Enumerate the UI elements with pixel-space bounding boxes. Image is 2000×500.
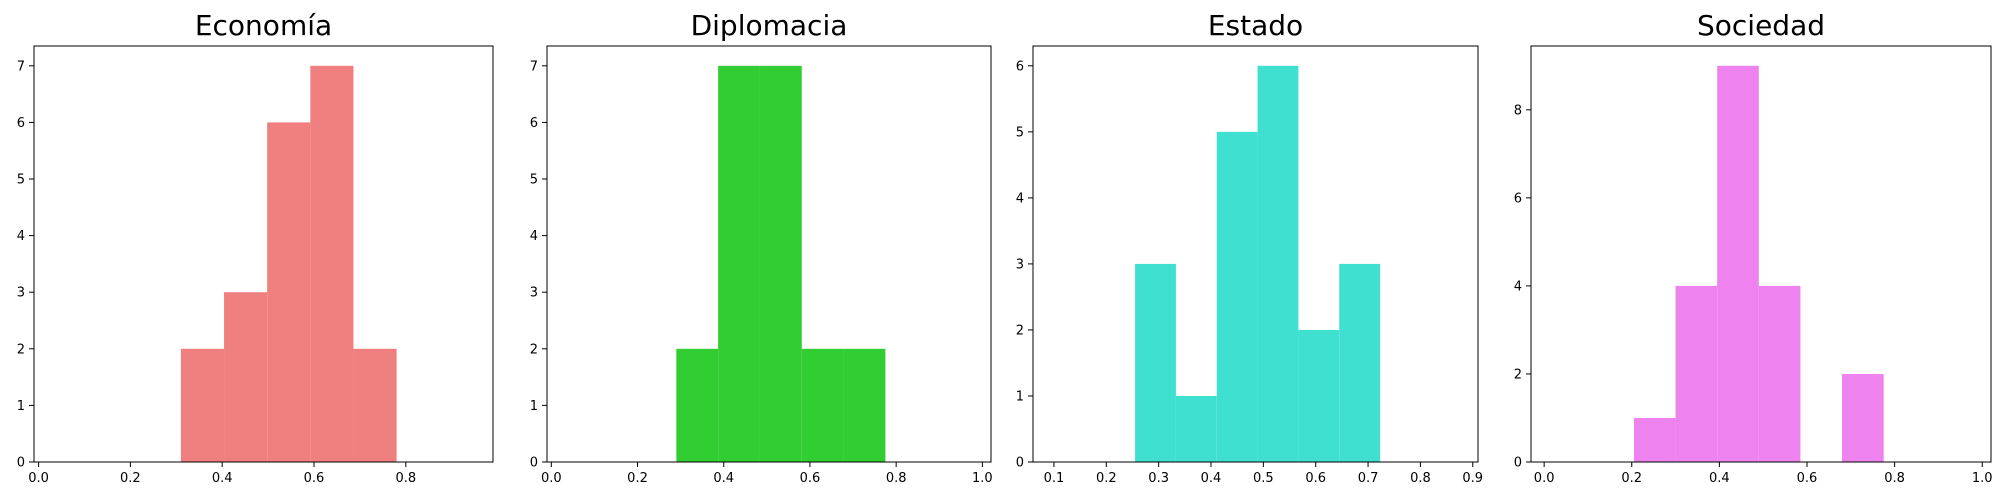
histogram-panel-1: 0.0 0.2 0.4 0.6 0.8 0 1 2 3 4 5 6 7 Economía [17,9,494,486]
x-tick-label: 1.0 [1972,471,1993,486]
y-tick-label: 3 [1016,257,1024,272]
y-tick-label: 5 [530,173,538,188]
histogram-bar [224,292,268,462]
x-tick-label: 0.2 [120,471,141,486]
histogram-panel-4: 0.0 0.2 0.4 0.6 0.8 1.0 0 2 4 6 8 Sociedad [1514,9,1993,486]
x-tick-label: 0.8 [395,471,416,486]
x-tick-label: 1.0 [972,471,993,486]
x-tick-label: 0.6 [304,471,325,486]
x-tick-label: 0.7 [1358,471,1379,486]
histogram-bar [1216,131,1258,463]
histogram-bar [1339,263,1381,462]
x-tick-label: 0.2 [1621,471,1642,486]
x-tick-label: 0.6 [1797,471,1818,486]
x-tick-label: 0.5 [1253,471,1274,486]
histogram-bar [759,65,802,463]
x-tick-label: 0.6 [800,471,821,486]
y-tick-label: 2 [1016,323,1024,338]
histogram-bar [353,348,397,462]
x-tick-label: 0.4 [212,471,233,486]
x-tick-label: 0.4 [713,471,734,486]
y-tick-label: 4 [530,229,538,244]
chart-title: Diplomacia [691,9,848,42]
histogram-bar [801,348,844,462]
y-tick-label: 4 [1016,191,1024,206]
histogram-bar [1257,65,1299,463]
y-tick-label: 6 [1514,191,1522,206]
axes-frame [1530,45,1992,463]
y-tick-label: 6 [1016,59,1024,74]
histogram-bar [1175,395,1217,462]
y-tick-label: 7 [530,59,538,74]
y-tick-label: 7 [17,59,25,74]
x-tick-label: 0.2 [627,471,648,486]
x-tick-label: 0.4 [1709,471,1730,486]
histogram-bar [1758,285,1801,462]
histogram-bar [843,348,886,462]
axes-frame [546,45,992,463]
y-tick-label: 4 [17,229,25,244]
histogram-bar [1842,373,1884,462]
histogram-bar [1135,263,1176,462]
x-tick-label: 0.0 [28,471,49,486]
y-tick-label: 6 [17,116,25,131]
y-tick-label: 1 [1016,389,1024,404]
y-tick-label: 5 [17,173,25,188]
x-tick-label: 0.8 [1884,471,1905,486]
y-tick-label: 0 [17,456,25,471]
x-tick-label: 0.4 [1201,471,1222,486]
x-tick-label: 0.6 [1305,471,1326,486]
histogram-panel-3: 0.1 0.2 0.3 0.4 0.5 0.6 0.7 0.8 0.9 0 1 2 3 4 5 6 Estado [1016,9,1483,486]
x-tick-label: 0.8 [886,471,907,486]
chart-title: Sociedad [1697,9,1825,42]
histogram-bar [310,65,354,463]
y-tick-label: 2 [530,342,538,357]
y-tick-label: 3 [530,286,538,301]
histogram-bar [1675,285,1718,462]
y-tick-label: 1 [17,399,25,414]
histogram-bar [1298,329,1340,462]
y-tick-label: 6 [530,116,538,131]
y-tick-label: 4 [1514,279,1522,294]
x-tick-label: 0.3 [1148,471,1169,486]
histogram-bar [267,122,311,462]
histogram-panel-2: 0.0 0.2 0.4 0.6 0.8 1.0 0 1 2 3 4 5 6 7 Diplomacia [530,9,993,486]
y-tick-label: 0 [530,456,538,471]
chart-title: Economía [195,9,332,42]
y-tick-label: 3 [17,286,25,301]
y-tick-label: 2 [1514,367,1522,382]
histogram-bar [676,348,719,462]
y-tick-label: 0 [1016,456,1024,471]
y-tick-label: 8 [1514,103,1522,118]
histogram-bar [718,65,760,463]
histogram-bar [180,348,225,462]
x-tick-label: 0.1 [1044,471,1065,486]
x-tick-label: 0.9 [1462,471,1483,486]
x-tick-label: 0.0 [541,471,562,486]
y-tick-label: 2 [17,342,25,357]
histogram-bar [1717,65,1759,463]
x-tick-label: 0.0 [1534,471,1555,486]
x-tick-label: 0.8 [1410,471,1431,486]
y-tick-label: 0 [1514,456,1522,471]
axes-frame [1032,45,1479,463]
x-tick-label: 0.2 [1096,471,1117,486]
histogram-bar [1633,417,1676,462]
y-tick-label: 1 [530,399,538,414]
axes-frame [33,45,494,463]
chart-title: Estado [1208,9,1303,42]
y-tick-label: 5 [1016,125,1024,140]
